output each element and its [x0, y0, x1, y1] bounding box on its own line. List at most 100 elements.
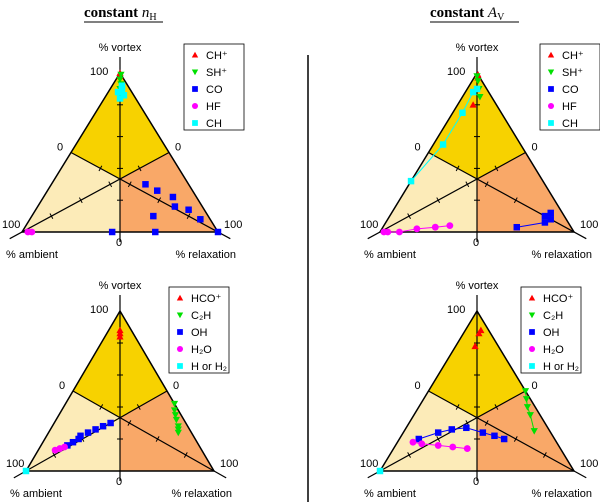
zero-label: 0 — [116, 476, 122, 488]
legend-label: SH⁺ — [562, 67, 583, 79]
ternary-panel-top-left: % vortex % ambient % relaxation 100 100 100 0 0… — [2, 42, 245, 261]
data-point — [530, 428, 538, 435]
relaxation-axis — [428, 151, 587, 240]
data-point — [434, 429, 442, 436]
data-point — [459, 109, 466, 116]
zero-label: 0 — [57, 142, 63, 154]
ambient-axis-label: % ambient — [10, 488, 62, 500]
column-title-right: constant AV — [430, 5, 505, 23]
relaxation-region — [477, 391, 574, 471]
zero-label: 0 — [59, 380, 65, 392]
data-point — [449, 443, 457, 451]
axis-tick — [455, 404, 460, 410]
vortex-axis-label: % vortex — [456, 42, 499, 54]
data-point — [99, 422, 107, 430]
data-point — [479, 429, 487, 436]
data-point — [446, 222, 454, 230]
axis-tick — [49, 213, 54, 219]
data-point — [116, 76, 124, 83]
axis-tick — [137, 165, 142, 172]
axis-tick — [98, 165, 103, 172]
data-point — [469, 101, 477, 108]
legend-marker — [529, 329, 535, 335]
data-point — [185, 206, 192, 213]
relaxation-axis — [428, 390, 587, 479]
data-point — [541, 212, 549, 220]
axis-tick — [543, 452, 547, 458]
legend-label: CH⁺ — [206, 50, 228, 62]
legend-label: H or H₂ — [543, 361, 579, 373]
column-title-left: constant nH — [84, 5, 157, 23]
legend-label: CO — [206, 84, 223, 96]
data-point — [170, 400, 179, 408]
axis-tick — [186, 213, 191, 219]
legend-marker — [529, 363, 535, 369]
zero-label: 0 — [473, 476, 479, 488]
legend-label: H₂O — [191, 344, 212, 356]
legend: HCO⁺ C₂H OH H₂O H or H₂ — [168, 286, 230, 374]
data-point — [172, 416, 180, 424]
legend-label: CH⁺ — [562, 50, 584, 62]
series-red — [471, 326, 485, 350]
axis-tick — [108, 181, 113, 188]
series-blue — [513, 209, 554, 231]
data-point — [114, 88, 122, 96]
legend-marker — [528, 312, 536, 319]
zero-label: 0 — [175, 142, 181, 154]
zero-label: 0 — [173, 380, 179, 392]
axis-tick — [127, 420, 132, 426]
relaxation-axis — [70, 151, 231, 240]
axis-tick — [436, 436, 441, 442]
data-point — [513, 223, 521, 231]
axis-tick — [436, 197, 441, 204]
relaxation-axis-label: % relaxation — [531, 249, 592, 261]
ambient-region — [380, 152, 477, 232]
legend-label: CO — [562, 84, 579, 96]
axis-tick — [484, 420, 489, 426]
data-point — [431, 223, 439, 231]
zero-label: 0 — [532, 142, 538, 154]
data-point — [413, 225, 421, 233]
series-magenta — [24, 228, 36, 236]
data-point — [376, 467, 384, 475]
ambient-axis — [367, 390, 526, 479]
data-point — [463, 445, 471, 453]
zero-label: 0 — [415, 142, 421, 154]
relaxation-100-label: 100 — [220, 458, 238, 470]
data-point — [473, 85, 481, 93]
vortex-100-label: 100 — [90, 66, 108, 78]
relaxation-axis-label: % relaxation — [171, 488, 232, 500]
legend-marker — [191, 51, 199, 58]
data-point — [409, 438, 417, 446]
series-cyan — [22, 467, 30, 475]
zero-label: 0 — [415, 380, 421, 392]
axis-tick — [155, 436, 160, 442]
vortex-100-label: 100 — [90, 304, 108, 316]
axis-tick — [183, 452, 188, 458]
legend-marker — [176, 345, 184, 353]
legend-marker — [528, 294, 536, 301]
data-point — [474, 78, 482, 85]
legend: CH⁺ SH⁺ CO HF CH — [183, 43, 245, 131]
legend-marker — [191, 69, 199, 76]
data-point — [439, 141, 447, 148]
legend-label: CH — [562, 118, 578, 130]
legend-marker — [176, 294, 184, 301]
ambient-axis-label: % ambient — [364, 488, 416, 500]
axis-tick — [513, 197, 518, 204]
legend-marker — [191, 102, 199, 110]
legend-marker — [548, 120, 554, 126]
legend-label: HCO⁺ — [191, 293, 221, 305]
data-point — [116, 333, 124, 340]
data-point — [142, 181, 149, 188]
data-point — [69, 438, 77, 446]
ambient-100-label: 100 — [2, 219, 20, 231]
ambient-axis-label: % ambient — [6, 249, 58, 261]
axis-tick — [494, 165, 499, 172]
axis-tick — [484, 181, 489, 188]
vortex-100-label: 100 — [447, 66, 465, 78]
data-point — [522, 396, 531, 403]
data-point — [28, 228, 36, 236]
data-point — [169, 193, 177, 201]
data-point — [154, 187, 161, 194]
